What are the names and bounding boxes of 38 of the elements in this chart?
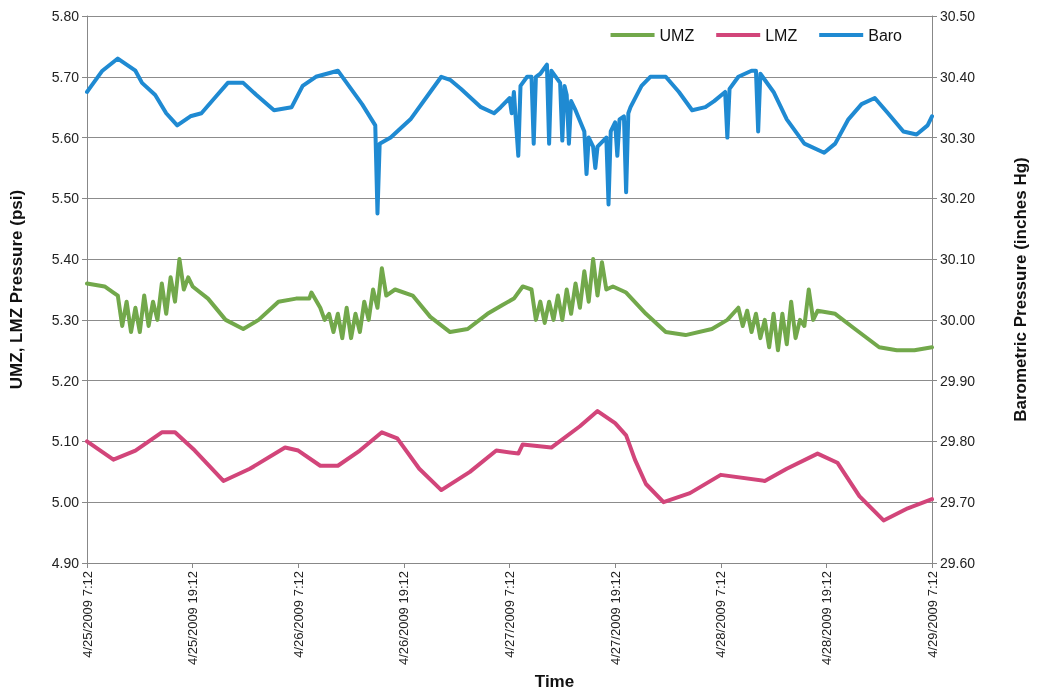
y2-tick-label: 29.60 (940, 555, 976, 571)
y-tick-label: 5.10 (51, 433, 80, 450)
y2-tick-label: 29.80 (940, 433, 976, 450)
y2-tick-label: 29.90 (940, 372, 976, 389)
x-tick-label: 4/28/2009 19:12 (818, 571, 834, 665)
y2-tick-label: 30.30 (940, 129, 976, 146)
x-tick-label: 4/26/2009 19:12 (396, 571, 412, 665)
y2-tick-label: 30.50 (940, 8, 976, 24)
x-tick-label: 4/25/2009 19:12 (185, 571, 201, 665)
y2-tick-label: 30.00 (940, 311, 976, 328)
x-axis-title: Time (534, 671, 575, 691)
legend-label: UMZ (659, 26, 695, 44)
line-series (85, 257, 934, 353)
y-tick-label: 5.40 (51, 251, 80, 268)
y2-tick-label: 29.70 (940, 494, 976, 511)
line-series (85, 56, 934, 216)
y2-tick-label: 30.20 (940, 190, 976, 207)
x-tick-label: 4/26/2009 7:12 (290, 571, 306, 658)
legend-label: LMZ (765, 26, 798, 44)
x-tick-label: 4/29/2009 7:12 (924, 571, 940, 658)
y-axis-title: UMZ, LMZ Pressure (psi) (7, 189, 26, 390)
y-tick-label: 5.50 (51, 190, 80, 207)
y-tick-label: 5.80 (51, 8, 80, 24)
line-series (85, 409, 934, 523)
y-tick-label: 5.70 (51, 68, 80, 85)
y2-axis-title: Barometric Pressure (inches Hg) (1011, 157, 1030, 422)
y2-tick-label: 30.40 (940, 68, 976, 85)
y-tick-label: 5.00 (51, 494, 80, 511)
x-tick-label: 4/28/2009 7:12 (713, 571, 729, 658)
x-tick-label: 4/27/2009 19:12 (607, 571, 623, 665)
x-tick-label: 4/27/2009 7:12 (502, 571, 517, 658)
y-tick-label: 5.20 (51, 372, 80, 389)
x-tick-label: 4/25/2009 7:12 (79, 571, 95, 658)
y-tick-label: 5.60 (51, 129, 80, 146)
y-tick-label: 5.30 (51, 311, 80, 328)
legend-label: Baro (868, 26, 903, 44)
y-tick-label: 4.90 (51, 555, 80, 571)
y2-tick-label: 30.10 (940, 251, 976, 268)
